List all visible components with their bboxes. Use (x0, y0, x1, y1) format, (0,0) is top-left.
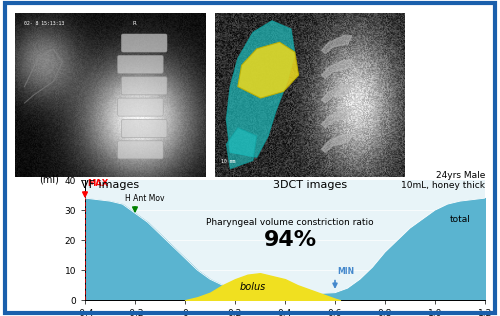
FancyBboxPatch shape (118, 141, 163, 159)
FancyBboxPatch shape (122, 34, 167, 52)
Text: MAX: MAX (88, 179, 108, 188)
FancyBboxPatch shape (118, 98, 163, 116)
Text: 10 mm: 10 mm (220, 159, 235, 164)
Text: 02- 8 15:13:13: 02- 8 15:13:13 (24, 21, 65, 26)
Polygon shape (322, 134, 352, 152)
Text: 94%: 94% (264, 230, 316, 250)
FancyBboxPatch shape (122, 77, 167, 95)
Text: bolus: bolus (240, 282, 266, 292)
Text: total: total (450, 215, 470, 224)
Y-axis label: (ml): (ml) (39, 174, 59, 184)
FancyBboxPatch shape (118, 55, 163, 73)
Polygon shape (238, 42, 298, 98)
Polygon shape (322, 60, 352, 78)
Polygon shape (226, 21, 295, 157)
Polygon shape (322, 110, 352, 128)
Text: Pharyngeal volume constriction ratio: Pharyngeal volume constriction ratio (206, 218, 374, 227)
Text: MIN: MIN (338, 267, 354, 276)
FancyBboxPatch shape (122, 119, 167, 137)
Text: H Ant Mov: H Ant Mov (125, 194, 164, 203)
Polygon shape (226, 128, 257, 169)
Polygon shape (322, 36, 352, 54)
Polygon shape (322, 85, 352, 103)
Text: VF images: VF images (81, 180, 139, 190)
Text: 3DCT images: 3DCT images (273, 180, 347, 190)
Text: R: R (133, 21, 136, 26)
Text: 24yrs Male
10mL, honey thick: 24yrs Male 10mL, honey thick (401, 171, 485, 190)
